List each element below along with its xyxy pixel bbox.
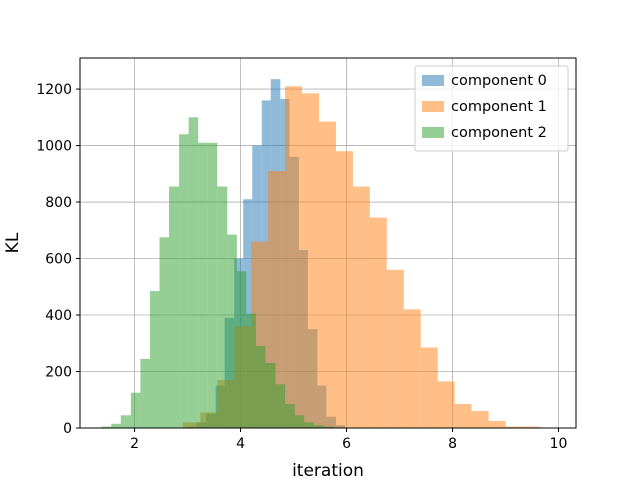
- histogram-bars: [101, 79, 540, 429]
- x-tick-label: 8: [448, 436, 457, 452]
- histogram-bar: [505, 426, 523, 428]
- axis-ticks: 2 4 6 8 10 0 200 400 600 800 1000 1200: [36, 82, 567, 452]
- histogram-bar: [437, 381, 455, 428]
- histogram-bar: [323, 426, 334, 428]
- histogram-bar: [169, 186, 180, 428]
- histogram-bar: [488, 420, 506, 428]
- histogram-bar: [236, 271, 247, 428]
- legend-box: [414, 65, 569, 152]
- legend-label-component-1: component 1: [451, 99, 547, 115]
- y-tick-label: 1000: [36, 139, 72, 155]
- series-component-2: [101, 117, 334, 429]
- histogram-bar: [265, 363, 276, 428]
- y-tick-label: 200: [45, 365, 72, 381]
- y-tick-label: 1200: [36, 82, 72, 98]
- histogram-bar: [227, 234, 237, 428]
- histogram-bar: [111, 423, 121, 428]
- histogram-bar: [403, 309, 421, 428]
- legend: component 0 component 1 component 2: [414, 65, 569, 152]
- histogram-bar: [159, 237, 170, 428]
- y-tick-label: 600: [45, 252, 72, 268]
- histogram-bar: [120, 415, 131, 428]
- y-tick-label: 0: [63, 421, 72, 437]
- histogram-bar: [101, 426, 112, 428]
- y-tick-label: 400: [45, 308, 72, 324]
- histogram-bar: [255, 346, 266, 428]
- histogram-bar: [285, 403, 295, 428]
- legend-label-component-0: component 0: [451, 73, 547, 89]
- x-tick-label: 4: [236, 436, 245, 452]
- plot-frame: [79, 57, 577, 429]
- histogram-bar: [369, 217, 387, 428]
- histogram-bar: [149, 291, 160, 428]
- histogram-bar: [188, 117, 199, 428]
- x-axis-label: iteration: [292, 461, 364, 480]
- histogram-bar: [352, 186, 370, 428]
- histogram-bar: [471, 411, 489, 428]
- histogram-bar: [217, 186, 228, 428]
- histogram-bar: [302, 93, 319, 428]
- histogram-bar: [179, 134, 189, 429]
- histogram-bar: [130, 392, 141, 428]
- histogram-bar: [140, 358, 150, 428]
- histogram-bar: [522, 426, 540, 428]
- histogram-bar: [420, 347, 438, 428]
- y-axis-label: KL: [3, 232, 23, 253]
- histogram-bar: [275, 384, 286, 428]
- histogram-bar: [335, 151, 353, 428]
- histogram-bar: [246, 313, 256, 428]
- legend-swatch-component-1: [422, 101, 444, 112]
- histogram-bar: [313, 425, 324, 428]
- legend-label-component-2: component 2: [451, 125, 547, 141]
- x-tick-label: 6: [342, 436, 351, 452]
- legend-swatch-component-0: [422, 75, 444, 86]
- legend-swatch-component-2: [422, 127, 444, 138]
- histogram-bar: [207, 142, 218, 428]
- y-tick-label: 800: [45, 195, 72, 211]
- histogram-bar: [304, 422, 314, 428]
- histogram-bar: [285, 86, 303, 429]
- histogram-bar: [454, 403, 472, 428]
- histogram-bar: [386, 269, 404, 428]
- x-tick-label: 2: [130, 436, 139, 452]
- histogram-bar: [294, 415, 305, 428]
- x-tick-label: 10: [550, 436, 568, 452]
- histogram-bar: [198, 142, 208, 428]
- histogram-bar: [318, 121, 336, 428]
